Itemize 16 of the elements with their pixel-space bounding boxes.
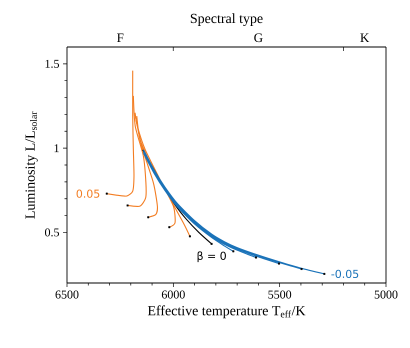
y-tick-label: 1.5	[46, 60, 60, 68]
x-tick-label: 6000	[162, 290, 185, 299]
text: K	[360, 34, 370, 42]
y-axis-title: Luminosity L/L$_{solar}$	[25, 111, 38, 219]
text: G	[254, 33, 263, 42]
x2-axis-title: Spectral type	[190, 13, 263, 26]
x-tick-label: 5500	[268, 290, 292, 299]
x-axis-title: Effective temperature T$_{eff}$/K	[148, 305, 306, 318]
series-label: β = 0	[198, 251, 226, 262]
x-tick-label: 5000	[374, 290, 398, 299]
series-label: -0.05	[331, 270, 358, 278]
y-tick-label: 0.5	[45, 228, 60, 236]
series-label: 0.05	[76, 190, 100, 198]
x-tick-label: 6500	[56, 290, 78, 299]
y-tick-label: 1	[54, 144, 59, 152]
text: F	[117, 34, 124, 42]
